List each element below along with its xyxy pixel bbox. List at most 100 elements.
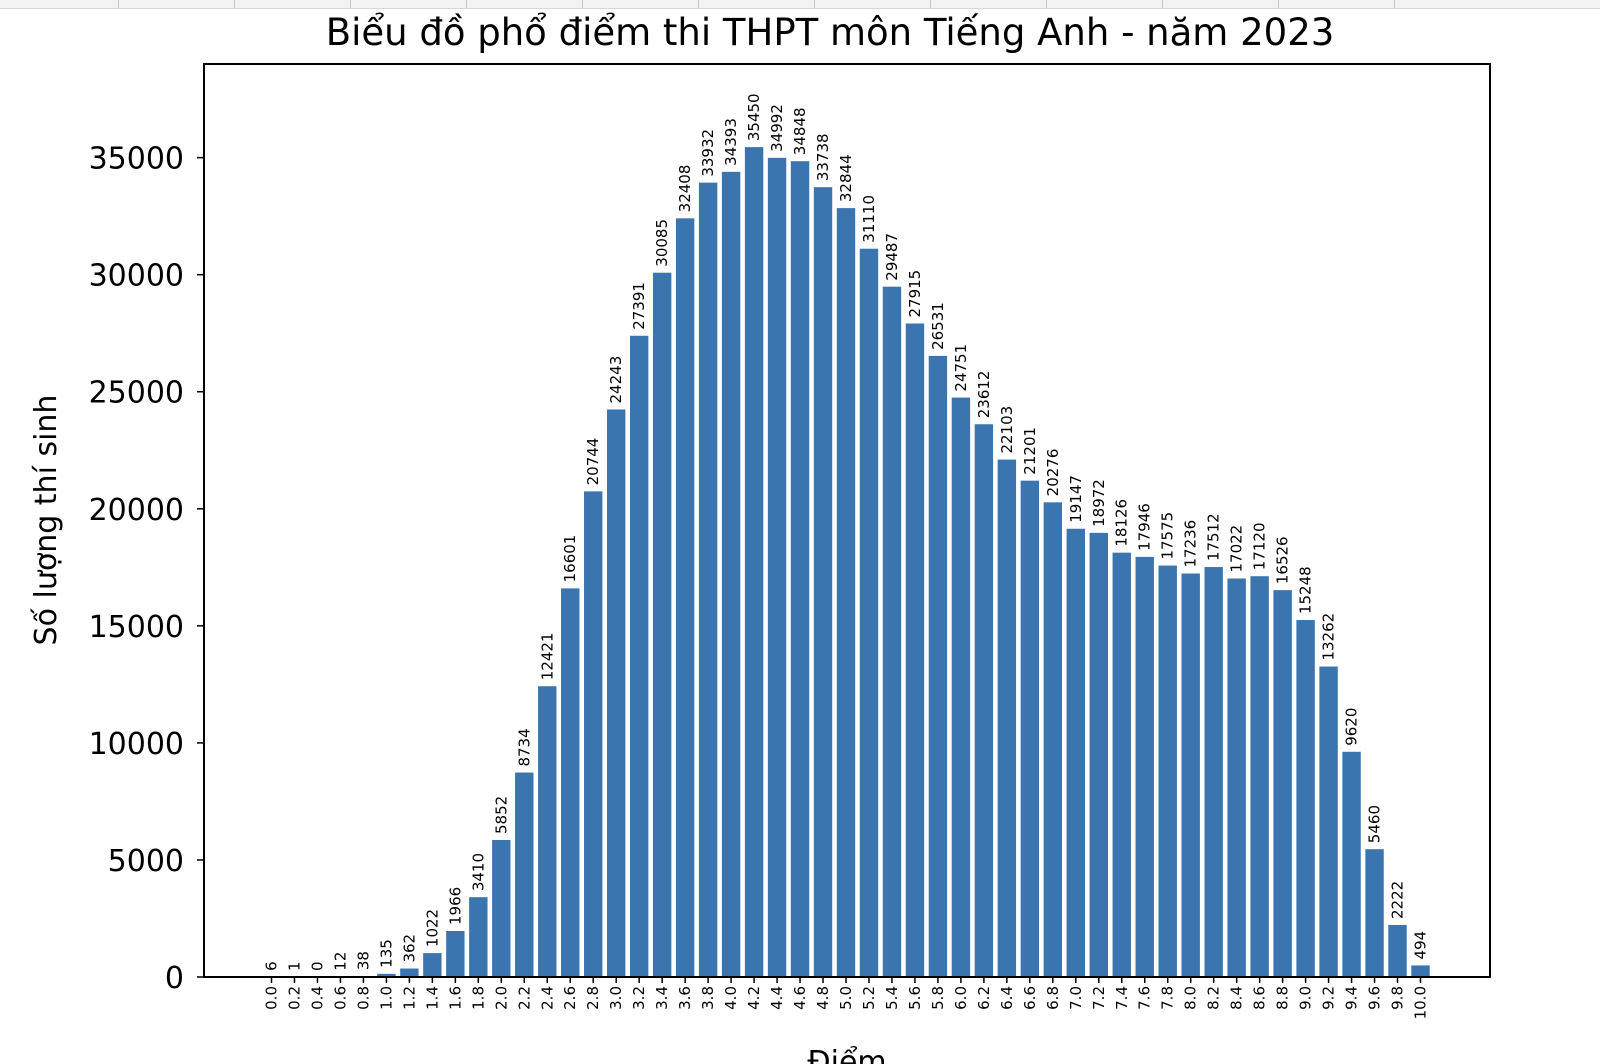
value-label-6.2: 23612	[975, 371, 993, 419]
x-tick-label-10.0: 10.0	[1412, 986, 1430, 1019]
value-label-0.0: 6	[263, 961, 281, 971]
bar-9.6	[1365, 849, 1384, 977]
bar-4.0	[721, 171, 741, 978]
value-label-3.6: 32408	[676, 165, 694, 213]
value-label-8.8: 16526	[1274, 536, 1292, 584]
bar-1.2	[400, 968, 419, 977]
value-labels-group: 6 1 0 12 38 135 362 1022 1966 3410 5852 8734 12421 16…	[263, 93, 1430, 971]
bar-3.0	[607, 409, 626, 978]
value-label-4.6: 34848	[791, 107, 809, 155]
bar-7.8	[1158, 565, 1177, 977]
bar-7.6	[1135, 556, 1154, 977]
x-tick-label-2.8: 2.8	[584, 986, 602, 1010]
bar-3.8	[698, 182, 718, 977]
x-tick-label-8.8: 8.8	[1274, 986, 1292, 1010]
bar-2.8	[584, 491, 603, 977]
bar-4.2	[744, 147, 764, 978]
bar-5.0	[836, 208, 856, 978]
value-label-2.6: 16601	[561, 535, 579, 583]
value-label-3.8: 33932	[699, 129, 717, 177]
x-tick-label-5.0: 5.0	[837, 986, 855, 1010]
x-tick-label-4.0: 4.0	[722, 986, 740, 1010]
bar-7.4	[1112, 552, 1131, 977]
x-tick-label-3.2: 3.2	[630, 986, 648, 1010]
bar-6.4	[997, 459, 1017, 977]
y-tick-label-15000: 15000	[89, 610, 184, 645]
x-tick-label-8.4: 8.4	[1228, 986, 1246, 1010]
y-axis-label: Số lượng thí sinh	[29, 395, 64, 646]
bar-7.2	[1089, 532, 1108, 977]
x-tick-label-5.2: 5.2	[860, 986, 878, 1010]
x-tick-label-0.0: 0.0	[263, 986, 281, 1010]
bar-8.2	[1204, 567, 1223, 977]
bar-2.0	[492, 840, 511, 977]
x-tick-label-9.8: 9.8	[1389, 986, 1407, 1010]
value-label-6.6: 21201	[1021, 427, 1039, 475]
window-top-strip	[0, 0, 1600, 9]
value-label-7.0: 19147	[1067, 475, 1085, 523]
value-label-0.6: 12	[331, 952, 349, 971]
value-label-1.2: 362	[400, 934, 418, 963]
value-label-9.0: 15248	[1297, 566, 1315, 614]
x-tick-label-7.6: 7.6	[1136, 986, 1154, 1010]
bar-5.6	[905, 323, 925, 977]
bars-group	[262, 147, 1430, 978]
bar-9.0	[1296, 620, 1315, 977]
value-label-2.4: 12421	[538, 633, 556, 681]
value-label-3.4: 30085	[653, 219, 671, 267]
x-tick-label-2.4: 2.4	[538, 986, 556, 1010]
y-tick-label-5000: 5000	[108, 844, 184, 879]
value-label-2.0: 5852	[492, 796, 510, 834]
bar-1.8	[469, 897, 488, 977]
x-tick-label-3.0: 3.0	[607, 986, 625, 1010]
value-label-0.8: 38	[354, 951, 372, 970]
x-tick-label-6.2: 6.2	[975, 986, 993, 1010]
x-tick-label-6.8: 6.8	[1044, 986, 1062, 1010]
y-tick-label-35000: 35000	[89, 142, 184, 177]
bar-8.6	[1250, 576, 1269, 977]
bar-4.6	[790, 161, 810, 977]
value-label-2.2: 8734	[515, 728, 533, 766]
x-tick-label-7.0: 7.0	[1067, 986, 1085, 1010]
bar-6.6	[1020, 480, 1040, 977]
x-tick-label-0.6: 0.6	[331, 986, 349, 1010]
bar-1.0	[377, 973, 396, 977]
value-label-7.8: 17575	[1159, 512, 1177, 560]
x-tick-label-9.0: 9.0	[1297, 986, 1315, 1010]
value-label-0.2: 1	[285, 961, 303, 971]
value-label-5.0: 32844	[837, 154, 855, 202]
bar-3.2	[629, 335, 649, 977]
x-tick-label-0.8: 0.8	[354, 986, 372, 1010]
x-tick-label-8.0: 8.0	[1182, 986, 1200, 1010]
value-label-4.4: 34992	[768, 104, 786, 152]
x-tick-label-3.4: 3.4	[653, 986, 671, 1010]
x-tick-label-4.4: 4.4	[768, 986, 786, 1010]
bar-2.4	[538, 686, 557, 977]
x-tick-label-7.8: 7.8	[1159, 986, 1177, 1010]
bar-5.8	[928, 355, 948, 977]
y-tick-label-0: 0	[165, 961, 184, 996]
bar-10.0	[1411, 965, 1430, 977]
x-tick-label-9.4: 9.4	[1343, 986, 1361, 1010]
value-label-9.2: 13262	[1320, 613, 1338, 661]
y-tick-label-20000: 20000	[89, 493, 184, 528]
x-tick-label-6.0: 6.0	[952, 986, 970, 1010]
value-label-9.4: 9620	[1343, 708, 1361, 746]
bar-4.8	[813, 187, 833, 977]
bar-8.8	[1273, 590, 1292, 977]
x-tick-label-1.0: 1.0	[377, 986, 395, 1010]
value-label-2.8: 20744	[584, 438, 602, 486]
value-label-5.6: 27915	[906, 270, 924, 318]
bar-6.0	[951, 397, 971, 977]
x-tick-label-6.4: 6.4	[998, 986, 1016, 1010]
y-tick-label-25000: 25000	[89, 376, 184, 411]
x-tick-label-0.2: 0.2	[285, 986, 303, 1010]
bar-2.2	[515, 772, 534, 977]
bar-1.4	[423, 953, 442, 977]
plot-frame	[203, 63, 1491, 978]
value-label-5.4: 29487	[883, 233, 901, 281]
x-tick-label-8.2: 8.2	[1205, 986, 1223, 1010]
bar-4.4	[767, 157, 787, 977]
x-tick-label-1.4: 1.4	[423, 986, 441, 1010]
value-label-6.4: 22103	[998, 406, 1016, 454]
